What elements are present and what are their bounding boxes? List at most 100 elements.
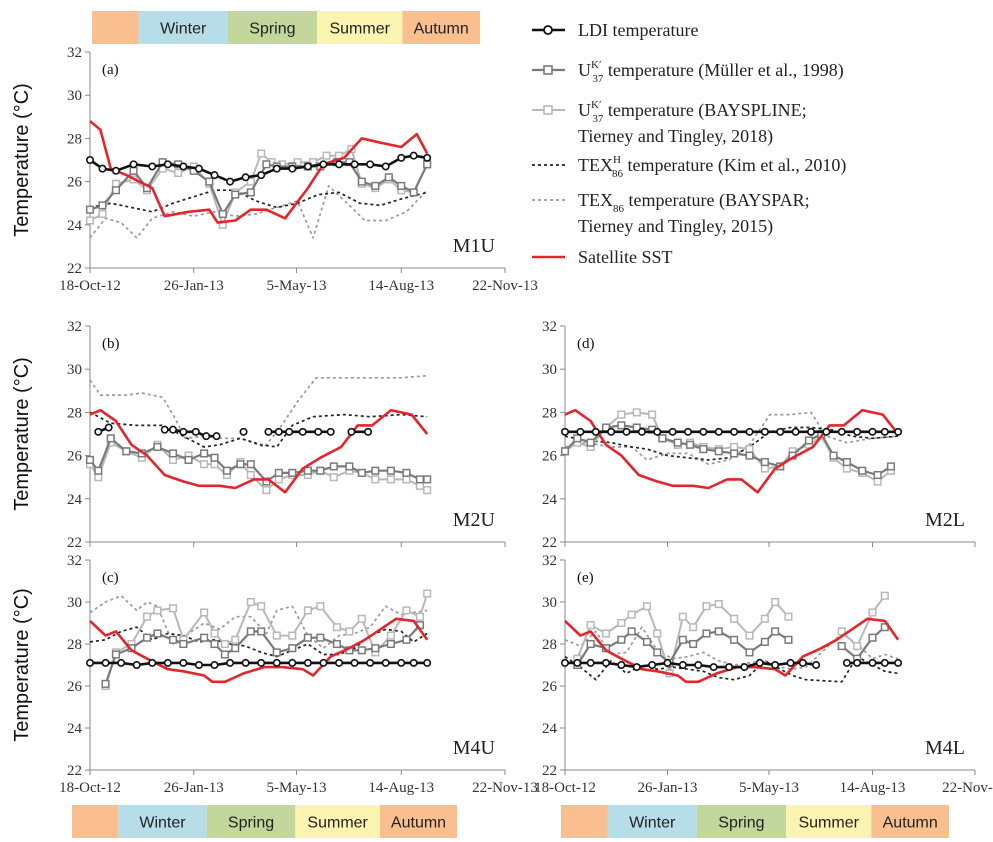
data-point bbox=[678, 635, 687, 644]
site-label: M4L bbox=[925, 737, 965, 759]
data-point bbox=[586, 438, 595, 447]
y-tick-label: 22 bbox=[542, 763, 557, 779]
data-point bbox=[714, 627, 723, 636]
data-point bbox=[868, 658, 877, 667]
data-point bbox=[210, 639, 219, 649]
data-point bbox=[314, 427, 323, 436]
data-point bbox=[285, 427, 294, 436]
series-line bbox=[89, 617, 429, 684]
chart-panel-M4L: 22 24 26 28 30 32 18-Oct-12 26-Jan-13 5-May-13 14… bbox=[534, 553, 993, 796]
data-point bbox=[622, 427, 631, 436]
data-point bbox=[257, 627, 266, 636]
x-tick-label: 14-Aug-13 bbox=[368, 780, 434, 796]
data-point bbox=[246, 177, 255, 186]
data-point bbox=[397, 153, 406, 162]
y-tick-label: 22 bbox=[67, 261, 82, 277]
data-point bbox=[334, 160, 343, 169]
data-point bbox=[658, 434, 667, 443]
season-band bbox=[206, 805, 296, 838]
data-point bbox=[617, 618, 626, 628]
data-point bbox=[257, 171, 266, 180]
data-point bbox=[210, 460, 219, 469]
data-point bbox=[345, 462, 354, 471]
data-point bbox=[745, 427, 754, 436]
chart-panel-M4U: 22 24 26 28 30 32 18-Oct-12 26-Jan-13 5-May-13 14… bbox=[59, 553, 538, 796]
data-point bbox=[326, 427, 335, 436]
data-point bbox=[689, 623, 698, 632]
x-tick-label: 22-Nov-13 bbox=[472, 278, 538, 294]
data-point bbox=[163, 658, 172, 667]
data-point bbox=[264, 427, 273, 436]
legend-label-line2: Tierney and Tingley, 2015) bbox=[578, 216, 773, 237]
y-tick-label: 24 bbox=[542, 492, 558, 508]
data-point bbox=[143, 612, 152, 621]
series-SST bbox=[89, 617, 429, 684]
season-label: Autumn bbox=[414, 21, 469, 38]
x-tick-label: 14-Aug-13 bbox=[368, 278, 434, 294]
y-tick-label: 28 bbox=[67, 637, 82, 653]
season-label: Spring bbox=[249, 21, 295, 38]
data-point bbox=[179, 162, 188, 171]
data-point bbox=[200, 633, 209, 642]
x-tick-label: 5-May-13 bbox=[266, 780, 326, 796]
series-TEX_bayspar bbox=[89, 374, 428, 448]
data-point bbox=[771, 597, 780, 607]
data-point bbox=[586, 639, 595, 649]
data-point bbox=[842, 658, 851, 667]
data-point bbox=[246, 188, 255, 197]
data-point bbox=[607, 427, 616, 436]
data-point bbox=[246, 597, 255, 607]
data-point bbox=[272, 648, 281, 657]
data-point bbox=[288, 468, 297, 477]
data-point bbox=[298, 427, 307, 436]
data-point bbox=[153, 629, 162, 638]
data-point bbox=[714, 447, 723, 456]
data-point bbox=[673, 438, 682, 447]
y-tick-label: 30 bbox=[67, 362, 82, 378]
y-tick-label: 26 bbox=[542, 679, 558, 695]
data-point bbox=[760, 427, 769, 436]
data-point bbox=[288, 631, 297, 640]
data-point bbox=[350, 160, 359, 169]
legend-marker bbox=[543, 105, 553, 115]
y-tick-label: 28 bbox=[67, 405, 82, 421]
x-tick-label: 14-Aug-13 bbox=[840, 780, 906, 796]
y-tick-label: 30 bbox=[542, 362, 557, 378]
data-point bbox=[106, 434, 115, 443]
data-point bbox=[288, 658, 297, 667]
legend-marker bbox=[543, 65, 553, 75]
data-point bbox=[397, 181, 406, 190]
data-point bbox=[371, 181, 380, 190]
legend-label: Satellite SST bbox=[578, 247, 673, 267]
data-point bbox=[724, 663, 733, 672]
data-point bbox=[829, 451, 838, 460]
series-SST bbox=[89, 408, 429, 494]
legend-label: UK′ 37 temperature (BAYSPLINE; bbox=[578, 99, 807, 125]
season-label: Summer bbox=[329, 21, 390, 38]
data-point bbox=[402, 468, 411, 477]
data-point bbox=[218, 209, 227, 219]
data-point bbox=[111, 186, 120, 195]
y-tick-label: 28 bbox=[67, 131, 82, 147]
data-point bbox=[853, 642, 862, 651]
x-tick-label: 26-Jan-13 bbox=[638, 780, 698, 796]
series-line bbox=[564, 408, 900, 494]
season-band bbox=[317, 11, 403, 44]
panel-tag: (e) bbox=[577, 570, 594, 586]
data-point bbox=[617, 660, 626, 669]
data-point bbox=[804, 436, 814, 445]
data-point bbox=[702, 629, 711, 638]
data-point bbox=[332, 623, 341, 632]
data-point bbox=[319, 160, 328, 169]
data-point bbox=[560, 427, 569, 436]
data-point bbox=[627, 627, 636, 636]
data-point bbox=[806, 427, 815, 436]
data-point bbox=[122, 447, 131, 456]
series-line bbox=[89, 411, 428, 448]
x-tick-label: 18-Oct-12 bbox=[534, 780, 596, 796]
data-point bbox=[191, 427, 200, 436]
data-point bbox=[179, 427, 188, 436]
data-point bbox=[686, 440, 695, 449]
series-line bbox=[841, 595, 886, 648]
data-point bbox=[586, 621, 595, 630]
